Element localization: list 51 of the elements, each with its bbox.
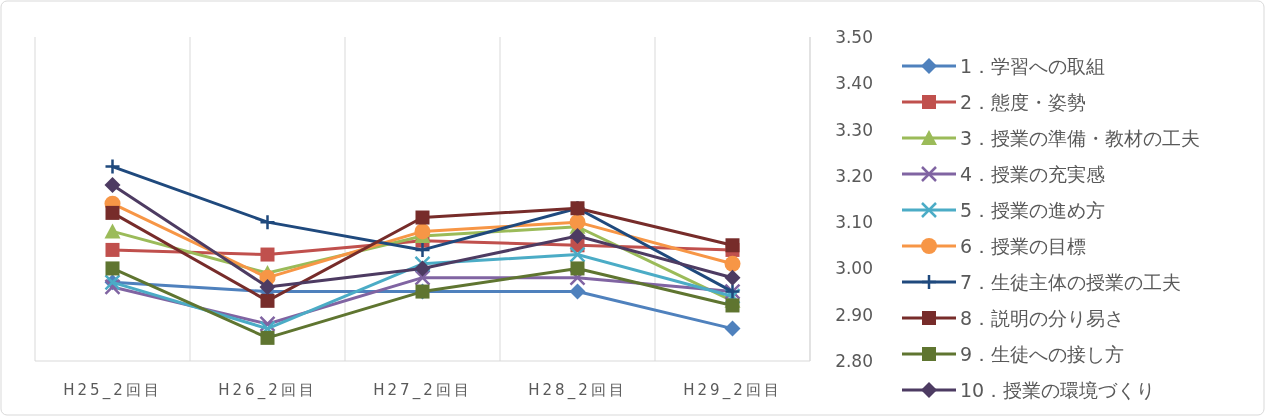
y-tick-label: 3.40	[835, 73, 873, 94]
point	[725, 238, 740, 253]
point	[260, 330, 275, 345]
legend-label: 9．生徒への接し方	[960, 343, 1125, 365]
legend-label: 10．授業の環境づくり	[960, 379, 1156, 401]
point	[259, 213, 276, 231]
point	[724, 269, 741, 286]
point	[724, 255, 741, 272]
point	[569, 214, 586, 231]
point	[415, 210, 430, 225]
x-tick-label: H25_2回目	[63, 381, 162, 400]
y-tick-label: 3.10	[835, 212, 873, 233]
y-tick-label: 2.80	[835, 351, 873, 371]
point	[104, 177, 121, 194]
legend-label: 2．態度・姿勢	[960, 91, 1087, 113]
x-tick-label: H28_2回目	[528, 381, 627, 400]
point	[105, 205, 120, 220]
point	[569, 228, 586, 245]
y-tick-label: 3.00	[835, 258, 873, 279]
point	[414, 260, 431, 277]
legend-label: 6．授業の目標	[960, 235, 1087, 257]
point	[725, 298, 740, 313]
point	[569, 246, 586, 263]
point	[724, 320, 741, 337]
point	[414, 241, 431, 259]
x-tick-label: H26_2回目	[218, 381, 317, 400]
point	[260, 293, 275, 308]
point	[569, 283, 586, 300]
y-tick-label: 3.20	[835, 165, 873, 186]
legend-label: 3．授業の準備・教材の工夫	[960, 127, 1201, 149]
point	[105, 242, 120, 257]
point	[414, 223, 431, 240]
point	[104, 223, 121, 239]
y-tick-label: 3.30	[835, 119, 873, 140]
point	[569, 269, 586, 286]
y-tick-label: 2.90	[835, 304, 873, 325]
point	[105, 261, 120, 276]
point	[259, 278, 276, 295]
x-tick-label: H27_2回目	[373, 381, 472, 400]
x-tick-label: H29_2回目	[683, 381, 782, 400]
point	[570, 261, 585, 276]
legend-label: 1．学習への取組	[960, 55, 1106, 77]
legend-label: 4．授業の充実感	[960, 163, 1106, 185]
point	[414, 255, 431, 273]
point	[260, 247, 275, 262]
legend-label: 5．授業の進め方	[960, 199, 1106, 221]
y-tick-label: 3.50	[835, 27, 873, 47]
point	[104, 158, 121, 175]
legend-label: 8．説明の分り易さ	[960, 307, 1125, 329]
legend-label: 7．生徒主体の授業の工夫	[960, 271, 1182, 293]
point	[414, 269, 431, 286]
